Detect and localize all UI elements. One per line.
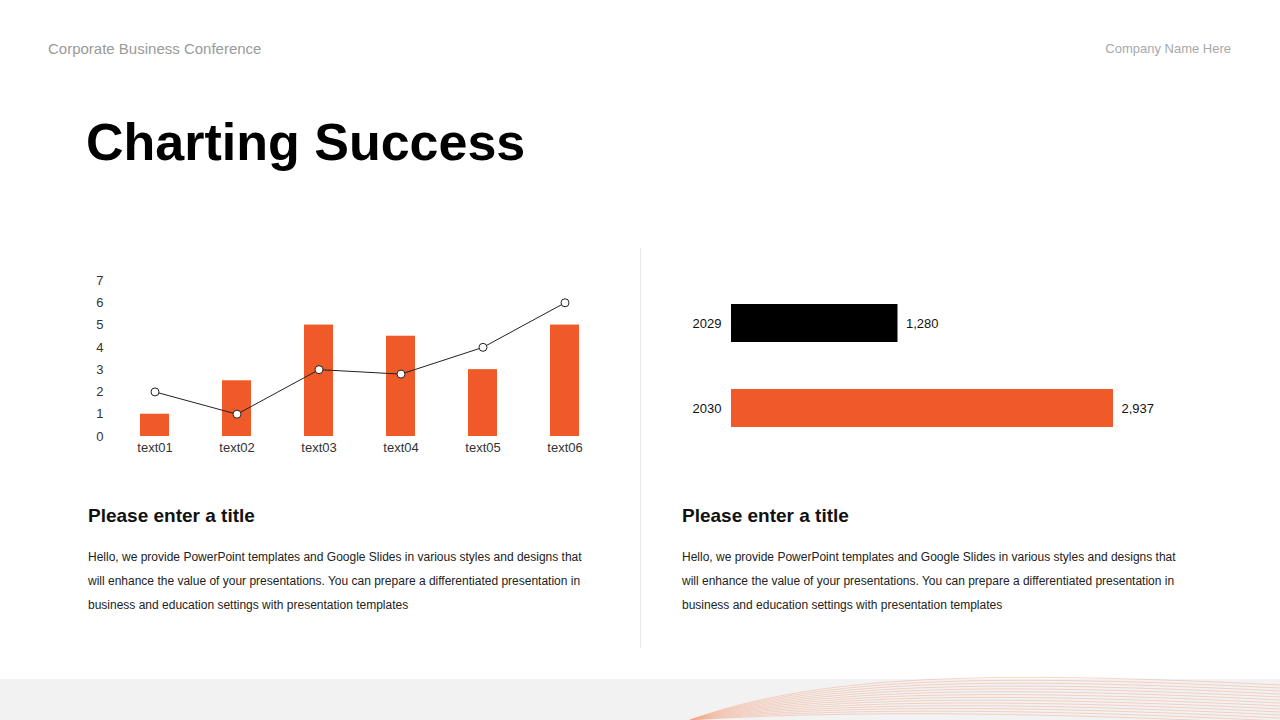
svg-text:text05: text05 [465,440,500,455]
svg-text:5: 5 [96,317,103,332]
svg-text:6: 6 [96,295,103,310]
svg-text:1: 1 [96,406,103,421]
html-text:Please enter a title: Please enter a title [682,505,849,526]
svg-text:4: 4 [96,340,103,355]
svg-text:7: 7 [96,273,103,288]
html-text:Hello, we provide PowerPoint t: Hello, we provide PowerPoint templates a… [682,550,1176,612]
svg-text:3: 3 [96,362,103,377]
html-text:Please enter a title: Please enter a title [88,505,255,526]
svg-text:text06: text06 [547,440,582,455]
svg-text:text02: text02 [219,440,254,455]
html-text:Charting Success: Charting Success [86,113,526,171]
svg-text:2030: 2030 [693,401,722,416]
svg-text:2029: 2029 [693,316,722,331]
html-text:Corporate Business Conference: Corporate Business Conference [48,40,262,57]
svg-text:2: 2 [96,384,103,399]
html-text:Company Name Here: Company Name Here [1105,41,1231,56]
svg-text:0: 0 [96,429,103,444]
svg-text:1,280: 1,280 [906,316,939,331]
svg-text:text04: text04 [383,440,418,455]
html-text:Hello, we provide PowerPoint t: Hello, we provide PowerPoint templates a… [88,550,582,612]
svg-text:text03: text03 [301,440,336,455]
svg-text:2,937: 2,937 [1122,401,1155,416]
svg-text:text01: text01 [137,440,172,455]
